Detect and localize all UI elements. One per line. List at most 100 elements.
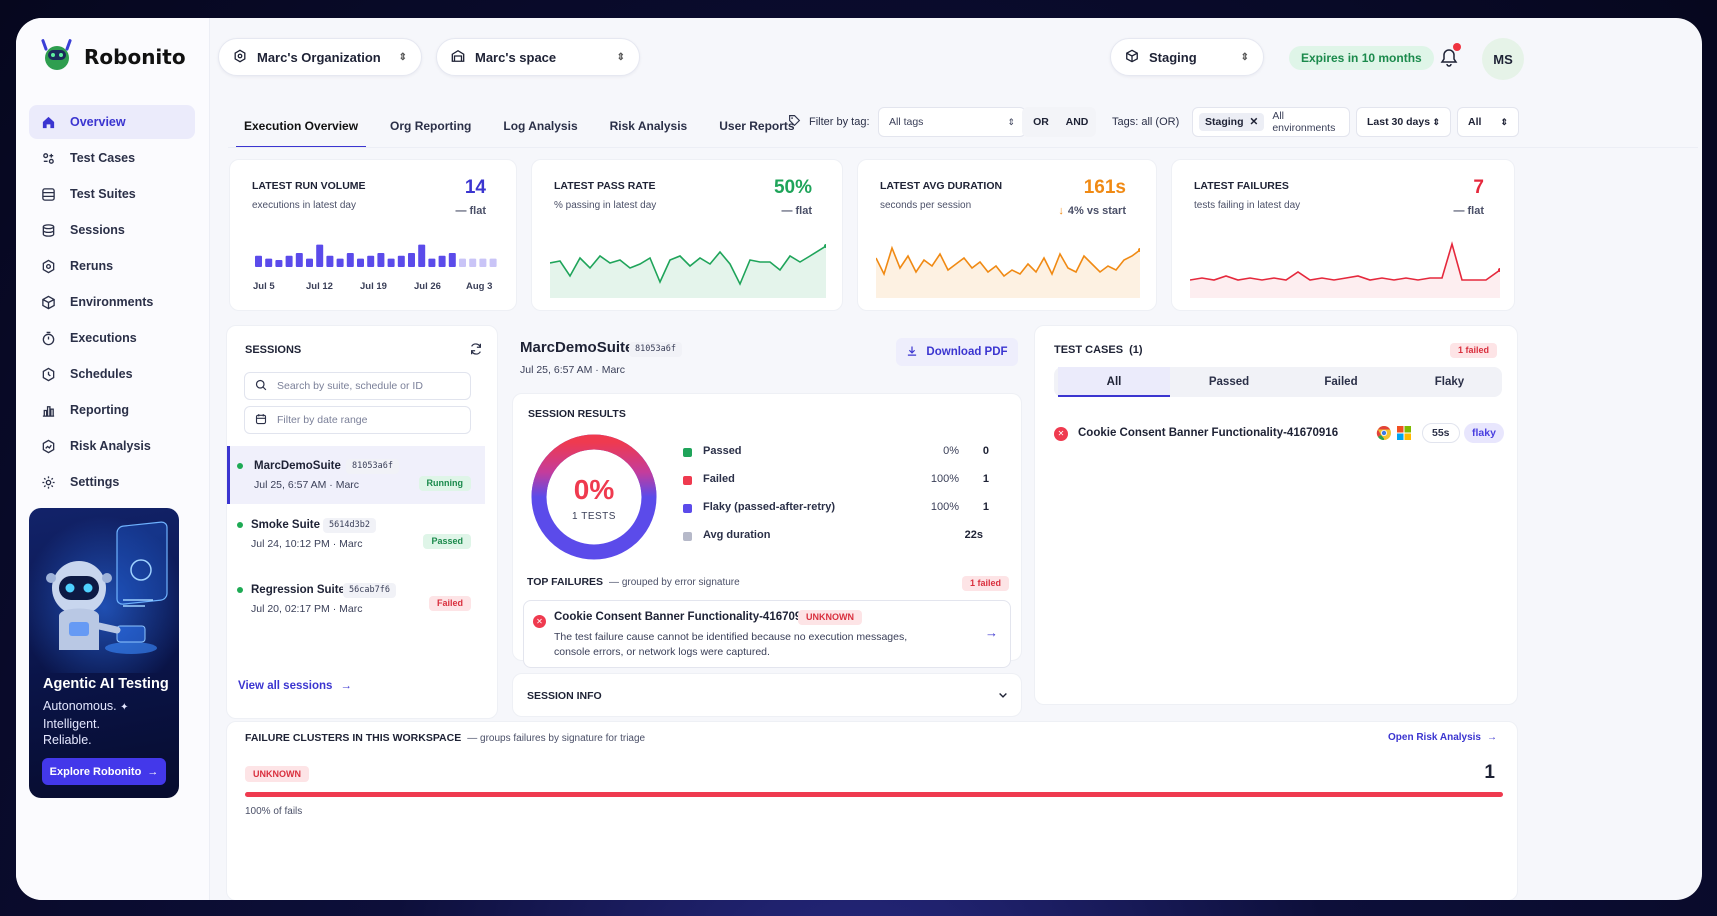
segment-failed[interactable]: Failed bbox=[1324, 376, 1358, 388]
tab-org-reporting[interactable]: Org Reporting bbox=[390, 119, 472, 133]
kpi-trend: — flat bbox=[781, 205, 812, 217]
download-pdf-button[interactable]: Download PDF bbox=[896, 338, 1018, 366]
logic-toggle: OR AND bbox=[1022, 107, 1096, 137]
sidebar-item-test-cases[interactable]: Test Cases bbox=[29, 141, 195, 175]
arrow-right-icon: → bbox=[1487, 732, 1497, 743]
sidebar-item-label: Test Cases bbox=[70, 151, 136, 165]
sidebar-item-executions[interactable]: Executions bbox=[29, 321, 195, 355]
volume-bar bbox=[479, 258, 487, 267]
refresh-icon[interactable] bbox=[469, 342, 483, 361]
search-input[interactable]: Search by suite, schedule or ID bbox=[244, 372, 471, 400]
sidebar-item-label: Sessions bbox=[70, 223, 125, 237]
and-toggle[interactable]: AND bbox=[1065, 116, 1089, 128]
sidebar-item-sessions[interactable]: Sessions bbox=[29, 213, 195, 247]
promo-card: Agentic AI Testing Autonomous. ✦ Intelli… bbox=[29, 508, 179, 798]
run-volume-sparkline bbox=[255, 244, 497, 267]
legend-swatch bbox=[683, 448, 692, 457]
close-icon[interactable]: ✕ bbox=[1249, 116, 1259, 128]
notification-dot bbox=[1453, 43, 1461, 51]
session-item[interactable]: Regression Suite 56cab7f6 Jul 20, 02:17 … bbox=[227, 570, 485, 628]
sidebar-item-label: Executions bbox=[70, 331, 137, 345]
tick-label: Jul 19 bbox=[360, 281, 387, 292]
session-item[interactable]: Smoke Suite 5614d3b2 Jul 24, 10:12 PM · … bbox=[227, 505, 485, 563]
tags-select[interactable]: All tags ⇕ bbox=[878, 107, 1026, 137]
donut-label: 1 TESTS bbox=[572, 511, 616, 522]
kpi-value: 14 bbox=[464, 177, 486, 198]
session-item[interactable]: MarcDemoSuite 81053a6f Jul 25, 6:57 AM ·… bbox=[227, 446, 485, 504]
volume-bar bbox=[367, 255, 375, 267]
open-risk-analysis-link[interactable]: Open Risk Analysis → bbox=[1388, 732, 1497, 743]
status-dot bbox=[237, 522, 243, 528]
sidebar-item-reporting[interactable]: Reporting bbox=[29, 393, 195, 427]
status-badge: Passed bbox=[423, 534, 471, 549]
avatar[interactable]: MS bbox=[1482, 38, 1524, 80]
test-case-row[interactable]: ✕ Cookie Consent Banner Functionality-41… bbox=[1054, 420, 1504, 448]
sidebar-item-reruns[interactable]: Reruns bbox=[29, 249, 195, 283]
chevron-updown-icon: ⇕ bbox=[398, 51, 407, 63]
env-chip[interactable]: Staging ✕ bbox=[1199, 113, 1265, 131]
organization-select[interactable]: Marc's Organization ⇕ bbox=[218, 38, 422, 76]
cluster-count: 1 bbox=[1484, 762, 1495, 783]
arrow-down-icon: ↓ bbox=[1058, 205, 1064, 217]
gear-icon bbox=[42, 475, 55, 489]
arrow-right-icon[interactable]: → bbox=[985, 625, 998, 640]
volume-bar bbox=[459, 258, 466, 267]
bell-icon[interactable] bbox=[1440, 48, 1458, 73]
session-hash: 81053a6f bbox=[346, 459, 399, 474]
tick-label: Jul 12 bbox=[306, 281, 333, 292]
donut-value: 0% bbox=[573, 474, 615, 505]
segment-flaky[interactable]: Flaky bbox=[1434, 376, 1465, 388]
sidebar-item-label: Risk Analysis bbox=[70, 439, 151, 453]
segment-passed[interactable]: Passed bbox=[1208, 376, 1250, 388]
session-info-accordion[interactable]: SESSION INFO bbox=[512, 673, 1022, 717]
volume-bar bbox=[408, 253, 415, 267]
test-cases-panel: TEST CASES (1) 1 failed All Passed Faile… bbox=[1034, 325, 1518, 705]
reporting-icon bbox=[42, 405, 55, 417]
session-results-card: SESSION RESULTS 0% 1 TESTS Passed 0% 0 Fai… bbox=[512, 393, 1022, 668]
segment-all[interactable]: All bbox=[1058, 367, 1170, 397]
robot-illustration bbox=[29, 508, 179, 673]
space-select[interactable]: Marc's space ⇕ bbox=[436, 38, 640, 76]
avg-duration-sparkline bbox=[876, 245, 1140, 298]
tab-risk-analysis[interactable]: Risk Analysis bbox=[609, 119, 688, 133]
failure-item[interactable]: ✕ Cookie Consent Banner Functionality-41… bbox=[523, 600, 1011, 668]
tab-log-analysis[interactable]: Log Analysis bbox=[503, 119, 578, 133]
cluster-bar-fill bbox=[245, 792, 1503, 797]
date-range-select[interactable]: Last 30 days ⇕ bbox=[1356, 107, 1451, 137]
tick-label: Jul 5 bbox=[253, 281, 275, 292]
explore-robonito-button[interactable]: Explore Robonito → bbox=[42, 758, 166, 785]
volume-bar bbox=[285, 255, 293, 267]
sidebar-item-schedules[interactable]: Schedules bbox=[29, 357, 195, 391]
or-toggle[interactable]: OR bbox=[1033, 116, 1049, 128]
sidebar-item-label: Environments bbox=[70, 295, 154, 309]
sidebar-item-environments[interactable]: Environments bbox=[29, 285, 195, 319]
sidebar-item-label: Settings bbox=[70, 475, 120, 489]
volume-bar bbox=[255, 255, 262, 267]
status-select[interactable]: All ⇕ bbox=[1457, 107, 1519, 137]
tab-execution-overview[interactable]: Execution Overview bbox=[228, 106, 374, 148]
top-failures-header: TOP FAILURES — grouped by error signatur… bbox=[527, 576, 740, 588]
date-range-input[interactable]: Filter by date range bbox=[244, 406, 471, 434]
status-badge: Failed bbox=[428, 596, 471, 611]
failed-count-badge: 1 failed bbox=[961, 576, 1009, 591]
tab-user-reports[interactable]: User Reports bbox=[719, 119, 795, 133]
view-all-sessions-link[interactable]: View all sessions → bbox=[238, 680, 352, 692]
sidebar-item-overview[interactable]: Overview bbox=[29, 105, 195, 139]
sidebar-item-settings[interactable]: Settings bbox=[29, 465, 195, 499]
sessions-title: SESSIONS bbox=[245, 344, 302, 356]
kpi-trend: ↓ 4% vs start bbox=[1058, 205, 1126, 217]
sidebar-item-label: Overview bbox=[70, 115, 126, 129]
kpi-avg-duration: LATEST AVG DURATION seconds per session … bbox=[857, 159, 1157, 311]
kpi-trend: — flat bbox=[455, 205, 486, 217]
brand[interactable]: Robonito bbox=[40, 36, 186, 77]
robonito-logo-icon bbox=[40, 36, 74, 77]
home-icon bbox=[42, 116, 55, 128]
sidebar-item-label: Reruns bbox=[70, 259, 114, 273]
space-icon bbox=[451, 49, 465, 66]
sidebar-item-test-suites[interactable]: Test Suites bbox=[29, 177, 195, 211]
search-icon bbox=[255, 379, 267, 394]
environment-select[interactable]: Staging ⇕ bbox=[1110, 38, 1264, 76]
error-icon: ✕ bbox=[533, 615, 546, 628]
all-environments-option[interactable]: All environments bbox=[1272, 110, 1336, 134]
sidebar-item-risk-analysis[interactable]: Risk Analysis bbox=[29, 429, 195, 463]
